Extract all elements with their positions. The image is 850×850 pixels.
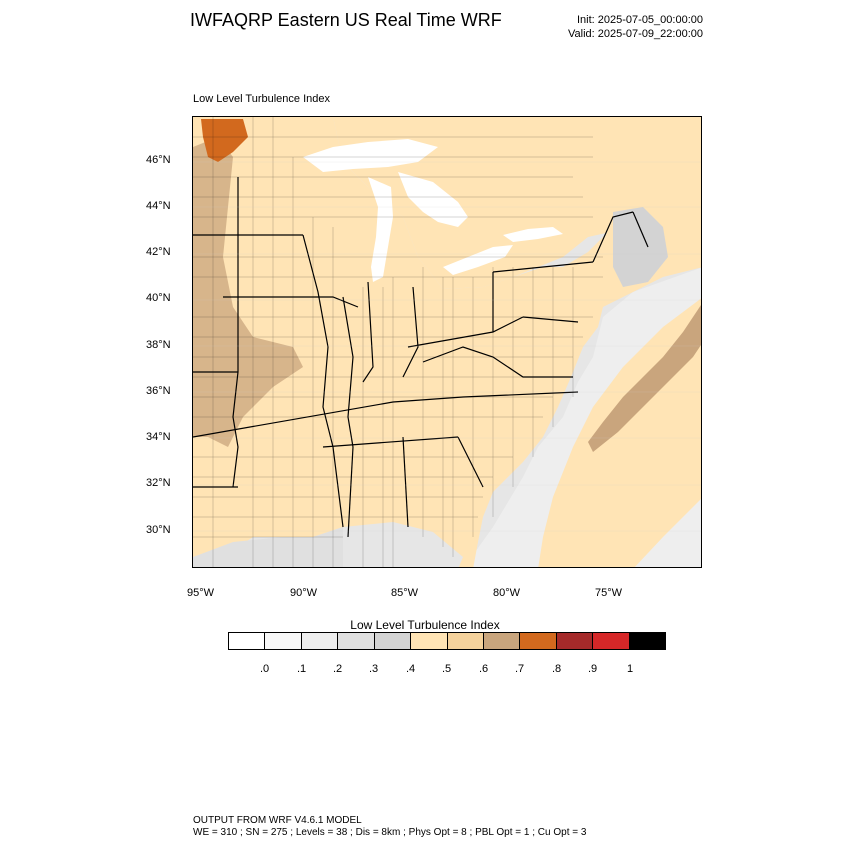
legend-label: .2 bbox=[333, 663, 343, 675]
colorbar-swatch bbox=[374, 633, 412, 649]
map-subtitle: Low Level Turbulence Index bbox=[193, 93, 330, 105]
footer-config-line: WE = 310 ; SN = 275 ; Levels = 38 ; Dis … bbox=[193, 827, 587, 838]
legend-label: .7 bbox=[515, 663, 525, 675]
main-title: IWFAQRP Eastern US Real Time WRF bbox=[190, 10, 502, 30]
footer-model-line: OUTPUT FROM WRF V4.6.1 MODEL bbox=[193, 815, 362, 826]
lake-erie bbox=[443, 245, 513, 275]
lat-tick-42: 42°N bbox=[146, 246, 171, 258]
lake-huron bbox=[398, 172, 468, 227]
lat-tick-32: 32°N bbox=[146, 477, 171, 489]
ocean-field-tan bbox=[588, 305, 701, 452]
lat-tick-44: 44°N bbox=[146, 200, 171, 212]
lat-tick-38: 38°N bbox=[146, 339, 171, 351]
legend-label: .8 bbox=[552, 663, 562, 675]
valid-time: Valid: 2025-07-09_22:00:00 bbox=[568, 28, 703, 40]
legend-label: .6 bbox=[479, 663, 489, 675]
run-info: Init: 2025-07-05_00:00:00 Valid: 2025-07… bbox=[568, 13, 703, 41]
legend-label: .5 bbox=[442, 663, 452, 675]
map-panel bbox=[192, 116, 702, 568]
gulf-water bbox=[343, 522, 463, 567]
lat-tick-30: 30°N bbox=[146, 524, 171, 536]
colorbar-swatch bbox=[338, 633, 375, 649]
lon-tick-90: 90°W bbox=[290, 587, 318, 599]
lon-tick-75: 75°W bbox=[595, 587, 623, 599]
colorbar-swatch bbox=[447, 633, 484, 649]
legend-title: Low Level Turbulence Index bbox=[350, 618, 500, 632]
colorbar-swatch bbox=[411, 633, 448, 649]
legend-label: .9 bbox=[588, 663, 598, 675]
us-landmass bbox=[193, 117, 701, 567]
lat-tick-40: 40°N bbox=[146, 292, 171, 304]
western-tan-band bbox=[193, 137, 303, 447]
init-time: Init: 2025-07-05_00:00:00 bbox=[577, 14, 703, 26]
canada-region bbox=[333, 117, 701, 289]
colorbar-swatch bbox=[229, 633, 266, 649]
colorbar bbox=[228, 632, 666, 650]
lat-tick-46: 46°N bbox=[146, 154, 171, 166]
lon-tick-85: 85°W bbox=[391, 587, 419, 599]
legend-label: .3 bbox=[369, 663, 379, 675]
orange-hotspot bbox=[201, 119, 248, 162]
colorbar-swatch bbox=[265, 633, 302, 649]
lat-tick-36: 36°N bbox=[146, 385, 171, 397]
lake-superior bbox=[303, 139, 438, 172]
legend-label: .4 bbox=[406, 663, 416, 675]
lake-ontario bbox=[503, 227, 563, 242]
legend-label: .1 bbox=[297, 663, 307, 675]
colorbar-swatch bbox=[520, 633, 557, 649]
colorbar-swatch bbox=[629, 633, 666, 649]
legend-label: .0 bbox=[260, 663, 270, 675]
county-grid bbox=[193, 117, 603, 567]
lon-tick-95: 95°W bbox=[187, 587, 215, 599]
lake-michigan bbox=[368, 177, 393, 282]
map-svg bbox=[193, 117, 701, 567]
colorbar-swatch bbox=[301, 633, 339, 649]
colorbar-swatch bbox=[593, 633, 630, 649]
model-footer: OUTPUT FROM WRF V4.6.1 MODEL WE = 310 ; … bbox=[193, 815, 586, 839]
lon-tick-80: 80°W bbox=[493, 587, 521, 599]
graticule bbox=[193, 161, 701, 532]
colorbar-swatch bbox=[483, 633, 521, 649]
legend-label: 1 bbox=[627, 663, 634, 675]
new-england-gray bbox=[613, 207, 668, 287]
colorbar-swatch bbox=[556, 633, 594, 649]
lat-tick-34: 34°N bbox=[146, 431, 171, 443]
